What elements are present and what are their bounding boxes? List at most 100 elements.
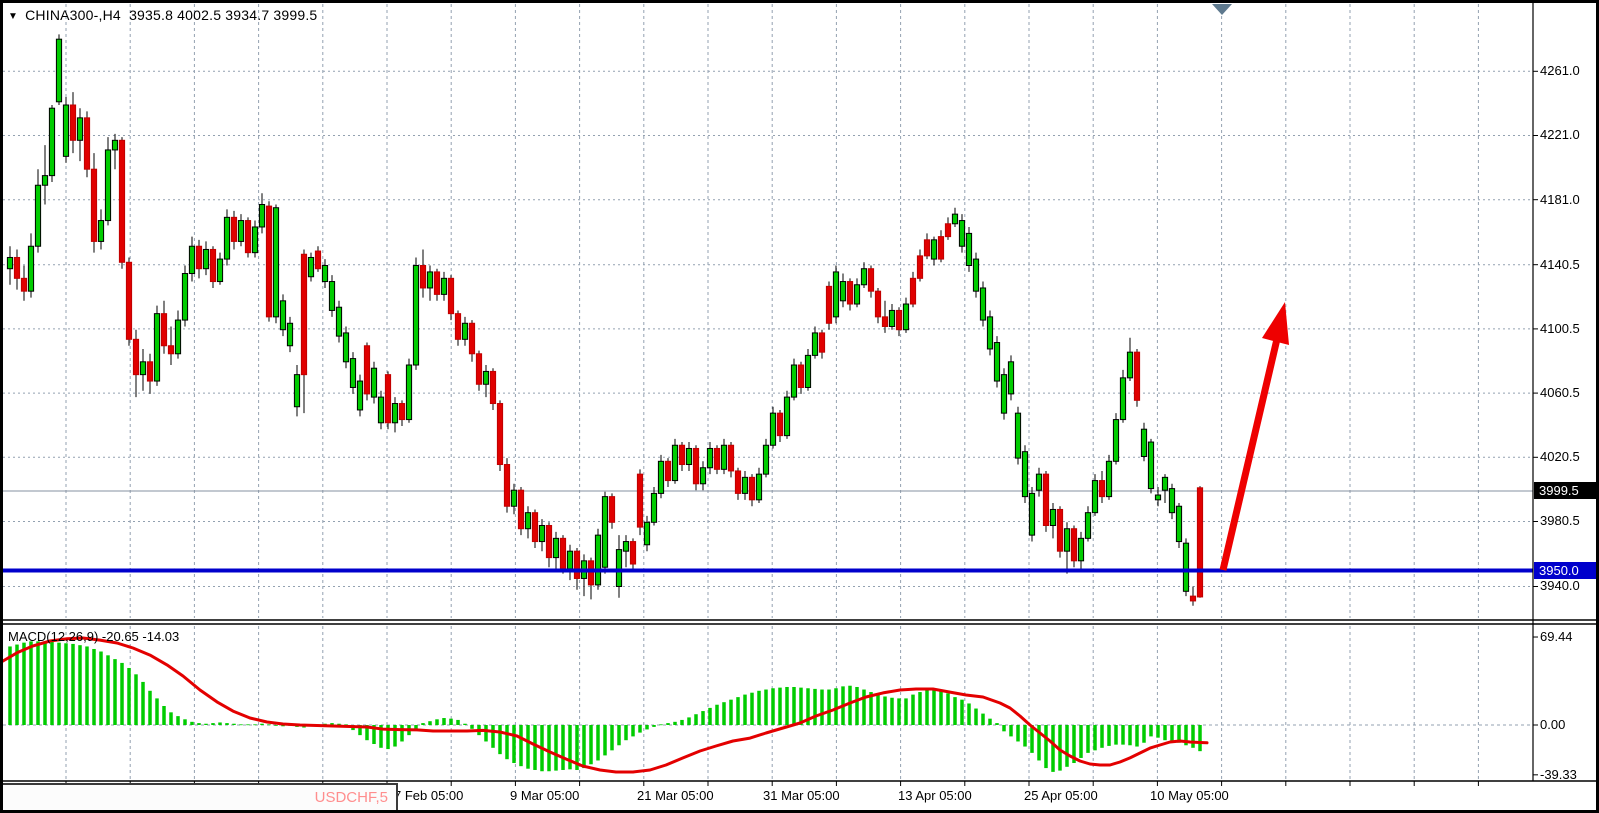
candle <box>846 281 854 305</box>
candle <box>293 374 301 408</box>
macd-histogram-bar <box>1016 725 1020 742</box>
macd-histogram-bar <box>778 687 782 725</box>
candle <box>328 281 336 311</box>
macd-histogram-bar <box>666 723 670 725</box>
candle <box>727 444 735 472</box>
candle <box>412 264 420 366</box>
time-axis-label: 25 Apr 05:00 <box>1024 788 1098 803</box>
price-axis-label: 4100.5 <box>1540 320 1580 336</box>
candle <box>1070 528 1078 562</box>
candle <box>370 367 378 398</box>
macd-histogram-bar <box>645 725 649 730</box>
macd-histogram-bar <box>1114 725 1118 745</box>
macd-histogram-bar <box>274 725 278 726</box>
candle <box>1091 480 1099 514</box>
candle <box>468 322 476 355</box>
macd-histogram-bar <box>1023 725 1027 747</box>
candle <box>489 370 497 405</box>
price-level-badge: 3950.0 <box>1534 562 1598 579</box>
macd-axis-label: 0.00 <box>1540 717 1566 732</box>
macd-histogram-bar <box>869 692 873 725</box>
macd-histogram-bar <box>750 692 754 725</box>
macd-histogram-bar <box>253 724 257 726</box>
macd-histogram-bar <box>1086 725 1090 753</box>
candle <box>188 245 196 275</box>
macd-histogram-bar <box>435 719 439 725</box>
macd-histogram-bar <box>85 646 89 725</box>
candle <box>1182 542 1190 592</box>
macd-histogram-bar <box>960 699 964 725</box>
candle <box>104 149 112 222</box>
macd-histogram-bar <box>1163 725 1167 741</box>
macd-histogram-bar <box>764 689 768 725</box>
candle <box>881 316 889 327</box>
candle <box>888 309 896 327</box>
candle <box>762 444 770 475</box>
macd-histogram-bar <box>1065 725 1069 767</box>
candle <box>286 322 294 347</box>
macd-histogram-bar <box>155 698 159 725</box>
macd-histogram-bar <box>1093 725 1097 751</box>
macd-histogram-bar <box>386 725 390 750</box>
trend-arrow-head[interactable] <box>1262 302 1289 345</box>
candle <box>272 207 280 318</box>
candle <box>307 256 315 278</box>
macd-histogram-bar <box>589 725 593 765</box>
macd-histogram-bar <box>981 713 985 725</box>
candle <box>300 253 308 376</box>
candle <box>223 216 231 260</box>
macd-histogram-bar <box>36 641 40 725</box>
price-axis-label: 3940.0 <box>1540 578 1580 594</box>
candle <box>685 447 693 466</box>
macd-histogram-bar <box>1037 725 1041 761</box>
macd-histogram-bar <box>862 689 866 725</box>
candle <box>559 537 567 570</box>
macd-histogram-bar <box>204 723 208 725</box>
candle <box>1056 508 1064 552</box>
macd-histogram-bar <box>218 722 222 725</box>
price-axis-label: 4060.5 <box>1540 385 1580 401</box>
macd-histogram-bar <box>897 698 901 725</box>
candle <box>195 245 203 270</box>
macd-histogram-bar <box>78 645 82 725</box>
macd-histogram-bar <box>932 689 936 725</box>
trend-arrow-shaft[interactable] <box>1219 338 1281 571</box>
candle <box>83 117 91 170</box>
macd-histogram-bar <box>1149 725 1153 737</box>
macd-histogram-bar <box>190 721 194 725</box>
candle <box>804 354 812 388</box>
macd-histogram-bar <box>848 685 852 725</box>
symbol-dropdown-icon[interactable]: ▼ <box>8 11 19 22</box>
candle <box>748 476 756 501</box>
candle <box>510 489 518 507</box>
candle <box>447 277 455 315</box>
window-border-bottom <box>0 810 1599 813</box>
macd-signal-line <box>1 636 1209 774</box>
macd-histogram-bar <box>799 687 803 725</box>
candle <box>34 184 42 247</box>
background-chart-window[interactable]: USDCHF,5 <box>0 783 398 812</box>
candle <box>426 271 434 289</box>
macd-histogram-bar <box>904 698 908 725</box>
candle <box>629 541 637 565</box>
candle <box>384 374 392 424</box>
price-axis-label: 4140.5 <box>1540 256 1580 272</box>
macd-histogram-bar <box>638 725 642 733</box>
macd-histogram-bar <box>526 725 530 769</box>
candle <box>734 470 742 494</box>
macd-histogram-bar <box>855 686 859 725</box>
macd-histogram-bar <box>876 694 880 725</box>
candle <box>860 268 868 286</box>
macd-histogram-bar <box>470 725 474 729</box>
candle <box>356 380 364 411</box>
macd-histogram-bar <box>1030 725 1034 753</box>
macd-axis-label: 69.44 <box>1540 629 1573 645</box>
macd-histogram-bar <box>596 725 600 761</box>
candle <box>909 277 917 305</box>
macd-histogram-bar <box>939 690 943 725</box>
chart-scroll-marker-icon[interactable] <box>1212 4 1232 15</box>
macd-histogram-bar <box>92 648 96 725</box>
macd-histogram-bar <box>792 686 796 725</box>
macd-histogram-bar <box>337 723 341 725</box>
